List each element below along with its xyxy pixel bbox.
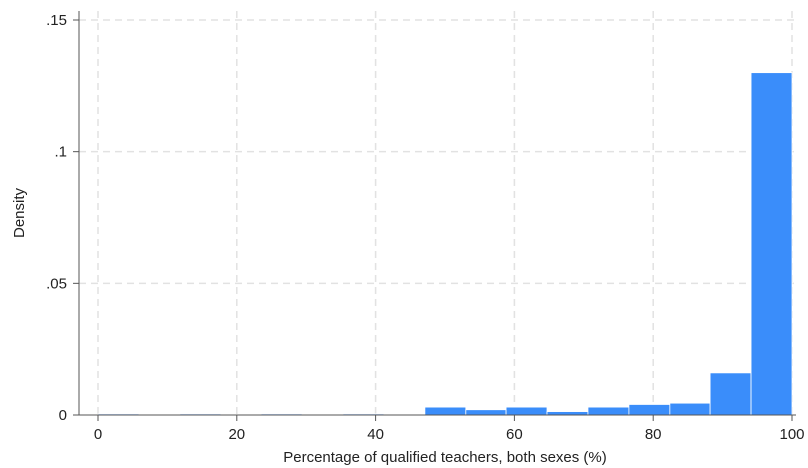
- histogram-bar: [505, 406, 548, 416]
- y-axis-title: Density: [11, 187, 28, 238]
- histogram-bar: [709, 372, 752, 416]
- histogram-bar: [669, 402, 711, 416]
- y-tick-label: .1: [54, 144, 67, 161]
- histogram-bar: [750, 72, 793, 416]
- histogram-bar: [424, 406, 467, 416]
- histogram-bar: [628, 404, 671, 416]
- y-tick-label: 0: [59, 407, 67, 424]
- x-axis-title: Percentage of qualified teachers, both s…: [283, 449, 607, 466]
- axes: [73, 11, 796, 421]
- histogram-bar: [546, 411, 589, 416]
- x-tick-label: 100: [779, 426, 804, 443]
- x-tick-label: 0: [94, 426, 102, 443]
- histogram-bar: [587, 406, 630, 416]
- x-tick-label: 40: [367, 426, 384, 443]
- histogram-bar: [465, 409, 507, 416]
- grid-lines: [79, 11, 796, 415]
- x-tick-label: 60: [506, 426, 523, 443]
- x-tick-label: 20: [228, 426, 245, 443]
- x-tick-label: 80: [645, 426, 662, 443]
- y-tick-label: .15: [46, 12, 67, 29]
- bars: [97, 72, 793, 416]
- tick-labels: 0 20 40 60 80 100 0 .05 .1 .15: [46, 12, 804, 443]
- y-tick-label: .05: [46, 275, 67, 292]
